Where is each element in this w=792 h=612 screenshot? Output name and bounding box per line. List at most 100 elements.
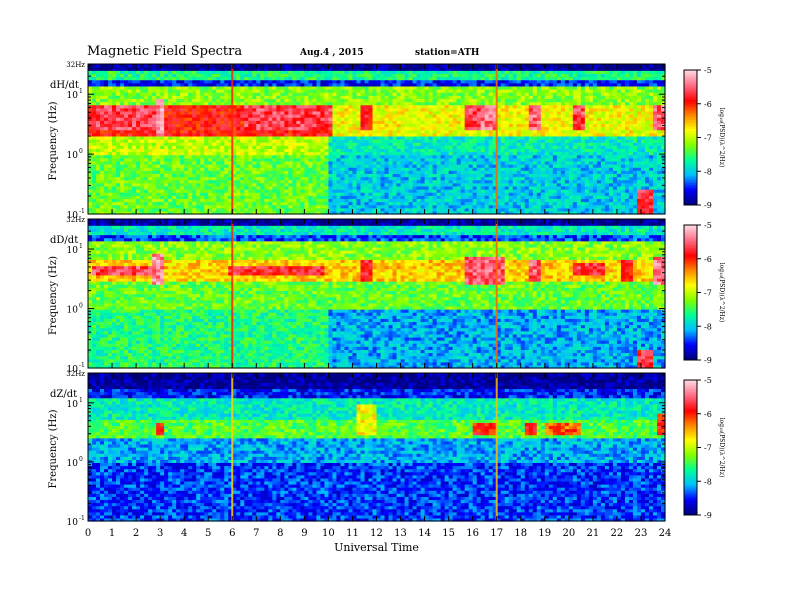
colorbar-cell <box>684 124 697 127</box>
colorbar-cell <box>684 128 697 132</box>
colorbar-cell <box>684 117 697 120</box>
colorbar-cell <box>684 494 697 498</box>
colorbar-cell <box>684 333 697 336</box>
colorbar-cell <box>684 175 697 179</box>
colorbar-cell <box>684 81 697 84</box>
y-tick-exponent: 1 <box>79 88 83 95</box>
colorbar-cell <box>684 427 697 430</box>
colorbar-cell <box>684 162 697 165</box>
colorbar-cell <box>684 357 697 361</box>
spike-line <box>231 373 234 521</box>
x-tick-label: 1 <box>109 528 115 539</box>
colorbar-cell <box>684 198 697 201</box>
colorbar-cell <box>684 310 697 314</box>
colorbar-cell <box>684 182 697 186</box>
colorbar-cell <box>684 483 697 487</box>
colorbar-cell <box>684 425 697 428</box>
colorbar-cell <box>684 407 697 410</box>
y-top-label: 32Hz <box>66 61 85 69</box>
y-tick-label: 10 <box>67 518 79 528</box>
colorbar-cell <box>684 315 697 318</box>
y-tick-label: 10 <box>67 246 79 256</box>
colorbar-cell <box>684 497 697 500</box>
y-tick-label: 10 <box>67 91 79 101</box>
colorbar-cell <box>684 416 697 419</box>
colorbar-cell <box>684 506 697 509</box>
colorbar-cell <box>684 229 697 233</box>
colorbar-cell <box>684 236 697 239</box>
x-tick-label: 7 <box>253 528 259 539</box>
x-tick-label: 10 <box>322 528 335 539</box>
colorbar-cell <box>684 474 697 478</box>
y-tick-exponent: -1 <box>79 515 85 522</box>
colorbar-cell <box>684 355 697 359</box>
colorbar-cell <box>684 90 697 93</box>
colorbar-cell <box>684 202 697 206</box>
colorbar-cell <box>684 312 697 316</box>
x-tick-label: 16 <box>466 528 479 539</box>
colorbar-cell <box>684 306 697 309</box>
y-tick-label: 10 <box>67 459 79 469</box>
colorbar-cell <box>684 112 697 116</box>
colorbar-cell <box>684 160 697 163</box>
y-tick-label: 10 <box>67 211 79 221</box>
colorbar-cell <box>684 317 697 320</box>
colorbar-cell <box>684 467 697 471</box>
panel-label: dZ/dt <box>50 389 77 400</box>
colorbar-cell <box>684 330 697 334</box>
colorbar-cell <box>684 196 697 199</box>
colorbar-cell <box>684 285 697 289</box>
x-tick-label: 12 <box>370 528 383 539</box>
x-tick-label: 4 <box>181 528 187 539</box>
y-axis-label: Frequency (Hz) <box>48 409 59 488</box>
colorbar-cell <box>684 144 697 147</box>
colorbar-tick-label: -8 <box>704 322 712 331</box>
x-tick-label: 24 <box>659 528 672 539</box>
colorbar-cell <box>684 452 697 455</box>
colorbar-cell <box>684 344 697 347</box>
colorbar-cell <box>684 281 697 284</box>
colorbar-cell <box>684 503 697 507</box>
colorbar-cell <box>684 247 697 251</box>
colorbar-cell <box>684 79 697 82</box>
colorbar-cell <box>684 319 697 323</box>
colorbar-cell <box>684 301 697 305</box>
colorbar-cell <box>684 499 697 502</box>
colorbar-cell <box>684 108 697 111</box>
page-title: Magnetic Field Spectra <box>87 44 242 59</box>
colorbar-label: log₁₀(PSD)(λ^2/Hz) <box>718 263 725 323</box>
date-label: Aug.4 , 2015 <box>300 48 364 58</box>
x-tick-label: 9 <box>301 528 307 539</box>
colorbar-cell <box>684 193 697 197</box>
station-label: station=ATH <box>415 48 479 58</box>
colorbar-tick-label: -5 <box>704 66 712 75</box>
colorbar-cell <box>684 335 697 338</box>
colorbar-cell <box>684 263 697 266</box>
colorbar-cell <box>684 121 697 125</box>
colorbar-cell <box>684 420 697 424</box>
colorbar-cell <box>684 187 697 190</box>
colorbar-cell <box>684 256 697 260</box>
colorbar-cell <box>684 85 697 89</box>
colorbar-cell <box>684 133 697 136</box>
y-tick-exponent: 0 <box>79 148 83 155</box>
colorbar-cell <box>684 254 697 257</box>
colorbar-cell <box>684 155 697 159</box>
colorbar-cell <box>684 225 697 228</box>
colorbar-tick-label: -9 <box>704 356 712 365</box>
x-tick-label: 8 <box>277 528 283 539</box>
colorbar-cell <box>684 431 697 435</box>
colorbar-cell <box>684 488 697 491</box>
colorbar-cell <box>684 458 697 462</box>
colorbar-cell <box>684 238 697 242</box>
colorbar-cell <box>684 299 697 302</box>
spike-line <box>495 64 498 214</box>
x-tick-label: 14 <box>418 528 431 539</box>
colorbar-cell <box>684 479 697 482</box>
colorbar-cell <box>684 492 697 496</box>
colorbar-cell <box>684 126 697 129</box>
colorbar-label: log₁₀(PSD)(λ^2/Hz) <box>718 108 725 168</box>
colorbar-cell <box>684 402 697 406</box>
